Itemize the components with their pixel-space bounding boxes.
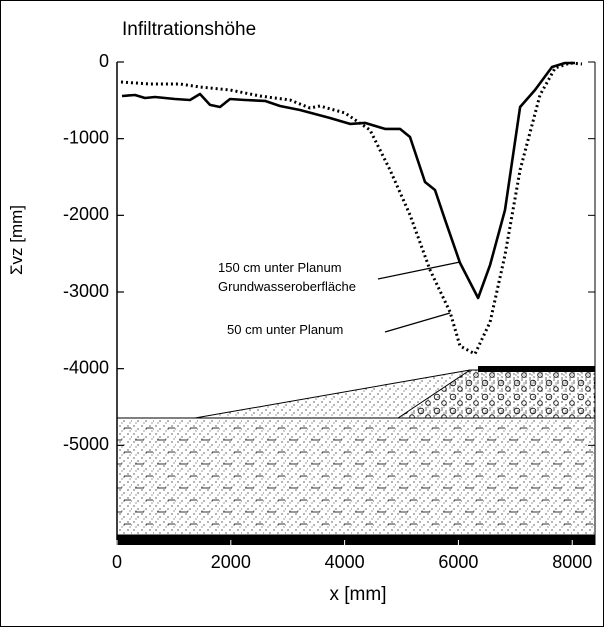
y-tick-label: 0 [99,51,109,71]
leader-line [377,261,461,280]
leader-line [384,312,451,333]
series-label: 150 cm unter Planum [218,260,342,275]
x-tick-label: 6000 [438,552,478,572]
y-tick-label: -5000 [63,434,109,454]
y-tick-label: -3000 [63,281,109,301]
x-tick-label: 2000 [211,552,251,572]
x-tick-label: 4000 [325,552,365,572]
y-tick-label: -1000 [63,127,109,147]
y-axis-label: Σvz [mm] [7,205,26,275]
x-tick-label: 0 [112,552,122,572]
series-line [120,61,583,356]
x-tick-label: 8000 [552,552,592,572]
y-tick-label: -4000 [63,357,109,377]
annotation: Grundwasseroberfläche [218,279,356,294]
series-line [121,61,575,300]
series-label: 50 cm unter Planum [227,322,343,337]
soil-section [116,366,596,545]
chart-title: Infiltrationshöhe [122,19,256,40]
x-axis-label: x [mm] [330,584,387,605]
y-tick-label: -2000 [63,204,109,224]
